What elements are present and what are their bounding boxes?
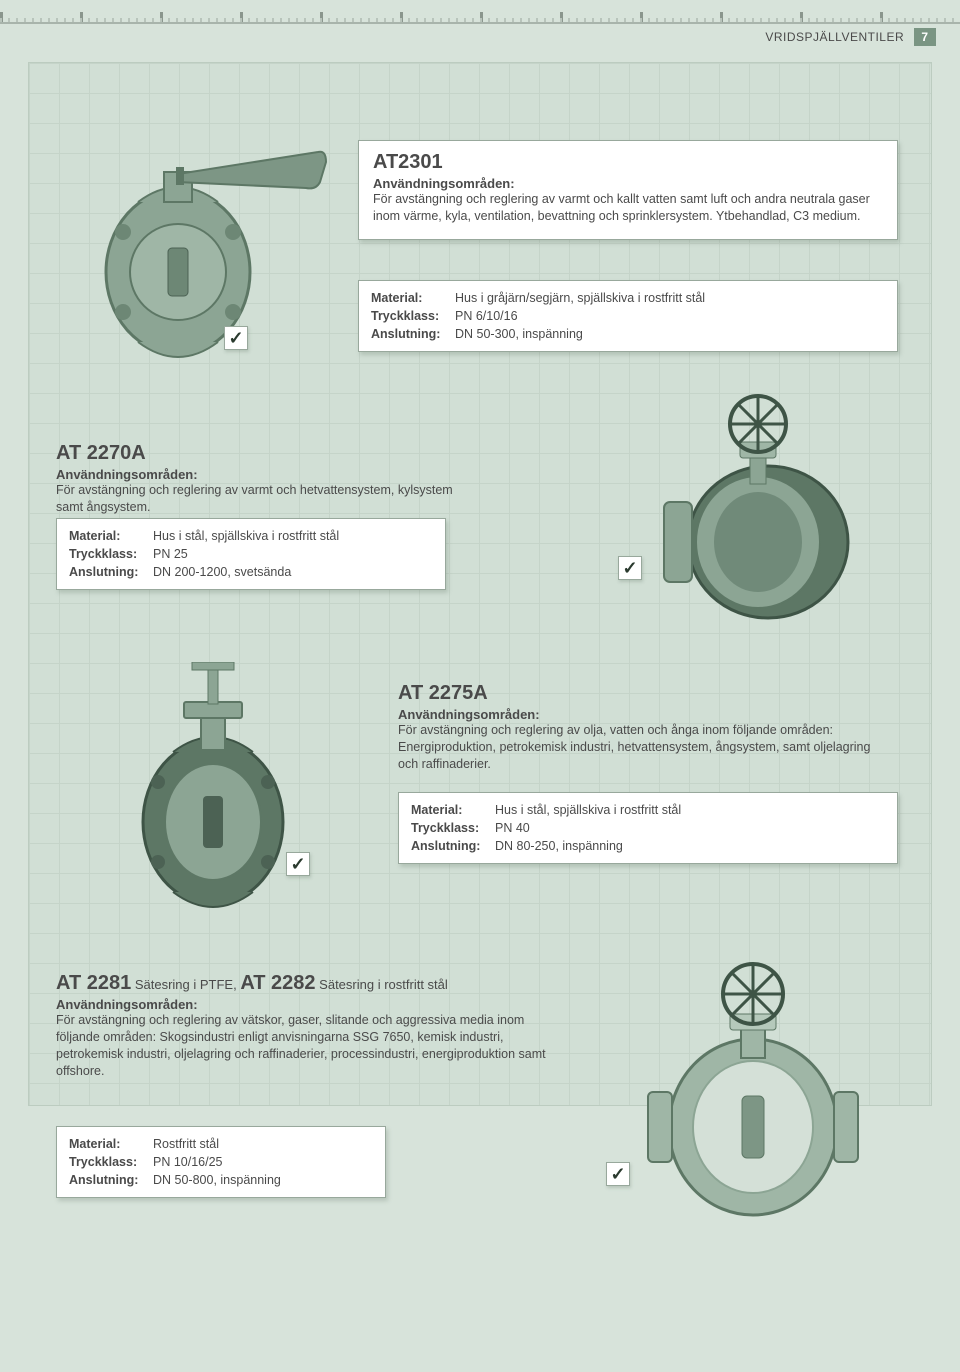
at2270a-desc: För avstängning och reglering av varmt o…: [56, 482, 470, 516]
spec-label: Anslutning:: [371, 325, 455, 343]
at2281-desc: För avstängning och reglering av vätskor…: [56, 1012, 562, 1080]
spec-label: Material:: [69, 1135, 153, 1153]
at2281-title: AT 2281 Sätesring i PTFE, AT 2282 Sätesr…: [56, 972, 562, 995]
spec-label: Material:: [69, 527, 153, 545]
at2301-spec-box: Material:Hus i gråjärn/segjärn, spjällsk…: [358, 280, 898, 352]
at2281-info: AT 2281 Sätesring i PTFE, AT 2282 Sätesr…: [56, 962, 576, 1094]
at2275a-spec-box: Material:Hus i stål, spjällskiva i rostf…: [398, 792, 898, 864]
page-number: 7: [914, 28, 936, 46]
spec-value: PN 6/10/16: [455, 307, 518, 325]
spec-label: Tryckklass:: [69, 545, 153, 563]
at2270a-image: [628, 392, 888, 632]
spec-label: Material:: [411, 801, 495, 819]
at2281-checkmark: ✓: [606, 1162, 630, 1186]
spec-value: Hus i gråjärn/segjärn, spjällskiva i ros…: [455, 289, 705, 307]
at2281-spec-box: Material:Rostfritt stål Tryckklass:PN 10…: [56, 1126, 386, 1198]
spec-label: Anslutning:: [69, 1171, 153, 1189]
spec-value: DN 200-1200, svetsända: [153, 563, 291, 581]
at2301-image: [68, 122, 328, 362]
at2275a-title: AT 2275A: [398, 682, 884, 705]
at2301-desc: För avstängning och reglering av varmt o…: [373, 191, 883, 225]
spec-value: Hus i stål, spjällskiva i rostfritt stål: [153, 527, 339, 545]
at2270a-title: AT 2270A: [56, 442, 470, 465]
spec-label: Tryckklass:: [69, 1153, 153, 1171]
at2270a-spec-box: Material:Hus i stål, spjällskiva i rostf…: [56, 518, 446, 590]
at2270a-checkmark: ✓: [618, 556, 642, 580]
at2275a-checkmark: ✓: [286, 852, 310, 876]
spec-label: Tryckklass:: [411, 819, 495, 837]
at2301-checkmark: ✓: [224, 326, 248, 350]
spec-label: Anslutning:: [69, 563, 153, 581]
at2281-image: [618, 962, 888, 1222]
at2270a-info: AT 2270A Användningsområden: För avstäng…: [56, 432, 484, 530]
spec-value: PN 25: [153, 545, 188, 563]
title-part: AT 2282: [240, 972, 315, 994]
spec-label: Tryckklass:: [371, 307, 455, 325]
at2301-usage-label: Användningsområden:: [373, 176, 883, 191]
spec-value: PN 40: [495, 819, 530, 837]
at2301-info-box: AT2301 Användningsområden: För avstängni…: [358, 140, 898, 240]
title-sub: Sätesring i rostfritt stål: [316, 977, 448, 992]
at2270a-usage-label: Användningsområden:: [56, 467, 470, 482]
spec-value: Rostfritt stål: [153, 1135, 219, 1153]
spec-value: DN 50-300, inspänning: [455, 325, 583, 343]
spec-value: DN 80-250, inspänning: [495, 837, 623, 855]
spec-label: Material:: [371, 289, 455, 307]
at2275a-info: AT 2275A Användningsområden: För avstäng…: [398, 672, 898, 787]
at2281-usage-label: Användningsområden:: [56, 997, 562, 1012]
spec-label: Anslutning:: [411, 837, 495, 855]
header-bar: VRIDSPJÄLLVENTILER 7: [765, 28, 936, 46]
at2275a-usage-label: Användningsområden:: [398, 707, 884, 722]
spec-value: DN 50-800, inspänning: [153, 1171, 281, 1189]
top-ruler: [0, 0, 960, 24]
at2301-title: AT2301: [373, 151, 883, 174]
title-sub: Sätesring i PTFE,: [131, 977, 240, 992]
at2275a-desc: För avstängning och reglering av olja, v…: [398, 722, 884, 773]
title-part: AT 2281: [56, 972, 131, 994]
spec-value: Hus i stål, spjällskiva i rostfritt stål: [495, 801, 681, 819]
category-label: VRIDSPJÄLLVENTILER: [765, 30, 904, 44]
spec-value: PN 10/16/25: [153, 1153, 223, 1171]
